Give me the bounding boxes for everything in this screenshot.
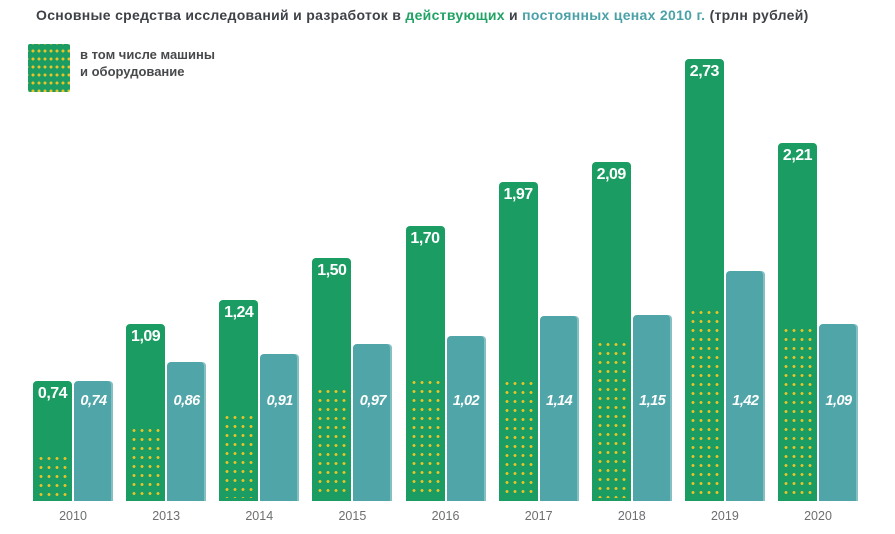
bar-group: 1,97 1,14 2017: [498, 182, 579, 523]
bar-group: 1,50 0,97 2015: [312, 258, 393, 523]
bar-value-label-constant: 1,14: [546, 393, 573, 409]
bar-value-label-current: 0,74: [37, 385, 68, 402]
machinery-dots-overlay: [223, 411, 255, 498]
bar-current-prices: 1,09: [126, 324, 166, 501]
bar-value-label-constant: 1,09: [825, 393, 852, 409]
bar-pair: 1,09 0,86: [126, 324, 207, 501]
bar-constant-prices: 1,42: [725, 271, 765, 501]
bar-group: 2,09 1,15 2018: [591, 162, 672, 523]
bar-pair: 1,97 1,14: [498, 182, 579, 501]
bar-pair: 2,21 1,09: [778, 143, 858, 501]
bar-value-label-constant: 0,74: [80, 393, 107, 409]
bar-constant-prices: 1,14: [539, 316, 579, 501]
bar-value-label-current: 2,21: [782, 147, 813, 164]
title-segment: действующих: [405, 7, 505, 23]
bar-group: 1,09 0,86 2013: [126, 324, 207, 523]
bar-groups: 0,74 0,74 2010 1,09 0,86 2013 1,24 0,91 2014 1,50…: [33, 59, 858, 523]
bar-current-prices: 1,50: [312, 258, 352, 501]
bar-constant-prices: 0,91: [260, 354, 300, 501]
machinery-dots-overlay: [595, 338, 627, 498]
bar-value-label-current: 2,73: [689, 63, 720, 80]
bar-constant-prices: 0,74: [74, 381, 113, 501]
bar-constant-prices: 0,86: [167, 362, 207, 501]
bar-current-prices: 2,21: [778, 143, 817, 501]
bar-constant-prices: 1,09: [819, 324, 858, 501]
machinery-dots-overlay: [688, 306, 720, 498]
legend-swatch-machinery-pattern: [28, 44, 70, 92]
machinery-dots-overlay: [782, 324, 813, 498]
bar-value-label-current: 1,09: [131, 328, 161, 345]
year-label: 2019: [710, 509, 739, 523]
bar-current-prices: 1,24: [219, 300, 259, 501]
year-label: 2013: [152, 509, 181, 523]
year-label: 2018: [617, 509, 646, 523]
bar-pair: 1,50 0,97: [312, 258, 393, 501]
bar-pair: 2,73 1,42: [684, 59, 765, 501]
bar-group: 2,21 1,09 2020: [778, 143, 858, 523]
legend-label: в том числе машины и оборудование: [80, 47, 215, 79]
bar-current-prices: 2,09: [591, 162, 631, 501]
bar-pair: 1,70 1,02: [405, 226, 486, 501]
bar-value-label-current: 1,97: [503, 186, 534, 203]
bar-current-prices: 1,97: [498, 182, 538, 501]
title-segment: (трлн рублей): [705, 7, 809, 23]
year-label: 2020: [804, 509, 832, 523]
machinery-dots-overlay: [316, 385, 348, 498]
year-label: 2014: [245, 509, 274, 523]
bar-pair: 2,09 1,15: [591, 162, 672, 501]
bar-constant-prices: 1,15: [632, 315, 672, 501]
bar-pair: 0,74 0,74: [33, 381, 113, 501]
bar-value-label-constant: 0,91: [266, 393, 294, 409]
bar-group: 1,70 1,02 2016: [405, 226, 486, 523]
bar-current-prices: 0,74: [33, 381, 72, 501]
bar-current-prices: 2,73: [684, 59, 724, 501]
bar-value-label-constant: 0,97: [359, 393, 387, 409]
year-label: 2017: [524, 509, 553, 523]
bar-current-prices: 1,70: [405, 226, 445, 501]
bar-value-label-constant: 0,86: [173, 393, 201, 409]
bar-group: 2,73 1,42 2019: [684, 59, 765, 523]
bar-value-label-current: 2,09: [596, 166, 627, 183]
bar-constant-prices: 1,02: [446, 336, 486, 501]
year-label: 2016: [431, 509, 460, 523]
bar-pair: 1,24 0,91: [219, 300, 300, 501]
bar-group: 1,24 0,91 2014: [219, 300, 300, 523]
year-label: 2015: [338, 509, 367, 523]
machinery-dots-overlay: [130, 424, 162, 498]
bar-group: 0,74 0,74 2010: [33, 381, 113, 523]
bar-value-label-current: 1,70: [410, 230, 440, 247]
title-segment: постоянных ценах 2010 г.: [522, 7, 706, 23]
machinery-dots-overlay: [409, 376, 441, 498]
bar-value-label-constant: 1,42: [732, 393, 759, 409]
title-segment: и: [504, 7, 523, 23]
year-label: 2010: [59, 509, 87, 523]
bar-value-label-current: 1,24: [224, 304, 254, 321]
machinery-dots-overlay: [37, 452, 68, 498]
plot-area: 0,74 0,74 2010 1,09 0,86 2013 1,24 0,91 2014 1,50…: [33, 59, 858, 523]
legend: в том числе машины и оборудование: [28, 44, 215, 92]
bar-value-label-constant: 1,15: [639, 393, 666, 409]
bar-value-label-constant: 1,02: [452, 393, 480, 409]
bar-constant-prices: 0,97: [353, 344, 393, 501]
title-segment: Основные средства исследований и разрабо…: [36, 7, 406, 23]
machinery-dots-overlay: [502, 377, 534, 498]
bar-value-label-current: 1,50: [317, 262, 347, 279]
chart-title: Основные средства исследований и разрабо…: [36, 7, 885, 23]
